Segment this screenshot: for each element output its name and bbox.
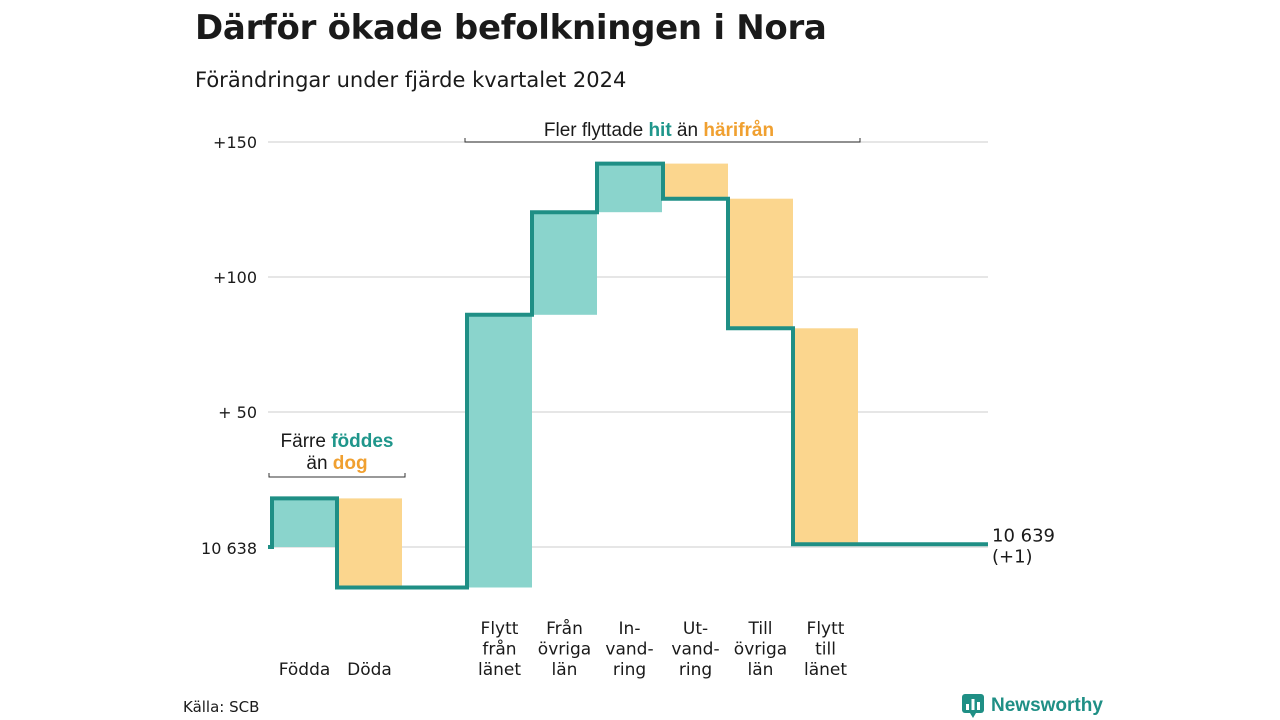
- x-category-label: från: [482, 639, 516, 660]
- x-category-label: övriga: [538, 640, 591, 660]
- chart-subtitle: Förändringar under fjärde kvartalet 2024: [195, 68, 627, 92]
- end-value-label: (+1): [992, 546, 1033, 567]
- x-category-label: Födda: [279, 660, 331, 680]
- brand-logo[interactable]: Newsworthy: [961, 693, 1103, 719]
- x-category-label: Flytt: [481, 619, 519, 639]
- waterfall-bar: [728, 198, 793, 329]
- x-category-label: länet: [478, 660, 521, 680]
- x-category-label: Flytt: [807, 619, 845, 639]
- x-category-label: In-: [619, 619, 641, 639]
- x-category-label: län: [552, 660, 578, 680]
- x-category-label: ring: [679, 660, 712, 680]
- y-tick-label: + 50: [218, 403, 257, 422]
- y-tick-label: +150: [213, 133, 257, 152]
- y-tick-label: +100: [213, 268, 257, 287]
- cumulative-step-line: [268, 161, 988, 590]
- x-category-label: Till: [747, 619, 772, 639]
- y-tick-label-baseline: 10 638: [201, 539, 257, 558]
- x-category-label: länet: [804, 660, 847, 680]
- x-category-label: län: [748, 660, 774, 680]
- x-category-label: övriga: [734, 640, 787, 660]
- x-category-label: Döda: [347, 660, 392, 680]
- waterfall-bar: [532, 212, 597, 315]
- waterfall-bar: [663, 163, 728, 199]
- births-deaths-annotation-bracket: [268, 473, 406, 478]
- waterfall-bar: [337, 498, 402, 588]
- x-category-label: till: [815, 640, 836, 660]
- waterfall-bar: [597, 163, 662, 213]
- chart-title: Därför ökade befolkningen i Nora: [195, 8, 827, 48]
- source-note: Källa: SCB: [183, 698, 260, 716]
- x-category-label: ring: [613, 660, 646, 680]
- x-category-label: Från: [546, 618, 583, 639]
- x-category-label: vand-: [605, 640, 653, 660]
- brand-name: Newsworthy: [991, 695, 1103, 716]
- waterfall-bar: [272, 498, 337, 547]
- births-deaths-annotation-text: Färre föddes: [281, 431, 394, 452]
- migration-annotation-bracket: [464, 138, 861, 143]
- end-value-label: 10 639: [992, 525, 1055, 546]
- waterfall-bar: [793, 328, 858, 545]
- migration-annotation-text: Fler flyttade hit än härifrån: [544, 120, 774, 141]
- births-deaths-annotation-text: än dog: [306, 453, 367, 474]
- waterfall-bar: [467, 314, 532, 588]
- chart-logo-icon: [962, 694, 984, 718]
- x-category-label: vand-: [671, 640, 719, 660]
- x-category-label: Ut-: [683, 619, 708, 639]
